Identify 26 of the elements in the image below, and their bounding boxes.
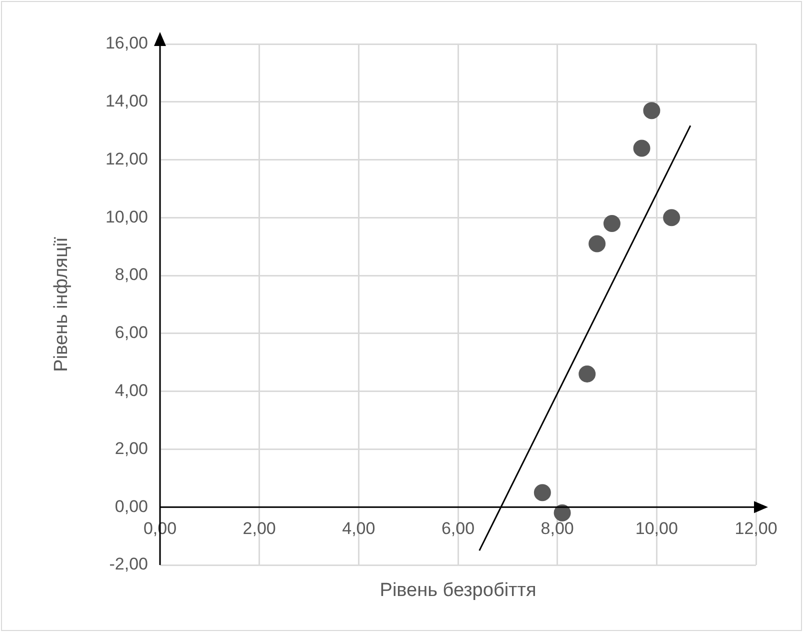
- x-tick-label: 6,00: [441, 519, 475, 538]
- y-tick-label: 8,00: [114, 265, 148, 284]
- y-tick-label: 10,00: [105, 207, 148, 226]
- point: [603, 214, 620, 232]
- y-tick-label: 6,00: [114, 323, 148, 342]
- x-axis-title: Рівень безробіття: [380, 580, 536, 602]
- x-tick-label: 2,00: [242, 519, 276, 538]
- x-tick-label: 8,00: [540, 519, 574, 538]
- point: [534, 484, 551, 502]
- y-tick-label: 4,00: [114, 381, 148, 400]
- point: [588, 235, 606, 252]
- point: [663, 209, 680, 226]
- y-tick-label: 16,00: [105, 34, 148, 53]
- point: [554, 504, 571, 522]
- x-tick-label: 4,00: [342, 519, 376, 538]
- y-tick-label: 14,00: [105, 92, 148, 111]
- y-axis-title: Рівень інфляції: [51, 236, 72, 372]
- y-tick-label: -2,00: [109, 554, 148, 574]
- point: [643, 102, 660, 120]
- y-tick-label: 0,00: [114, 496, 148, 516]
- y-tick-label: 12,00: [105, 149, 148, 168]
- x-tick-label: 10,00: [635, 519, 678, 538]
- x-tick-label: 12,00: [734, 519, 778, 538]
- point: [633, 140, 650, 157]
- point: [578, 365, 596, 382]
- y-tick-label: 2,00: [114, 438, 148, 458]
